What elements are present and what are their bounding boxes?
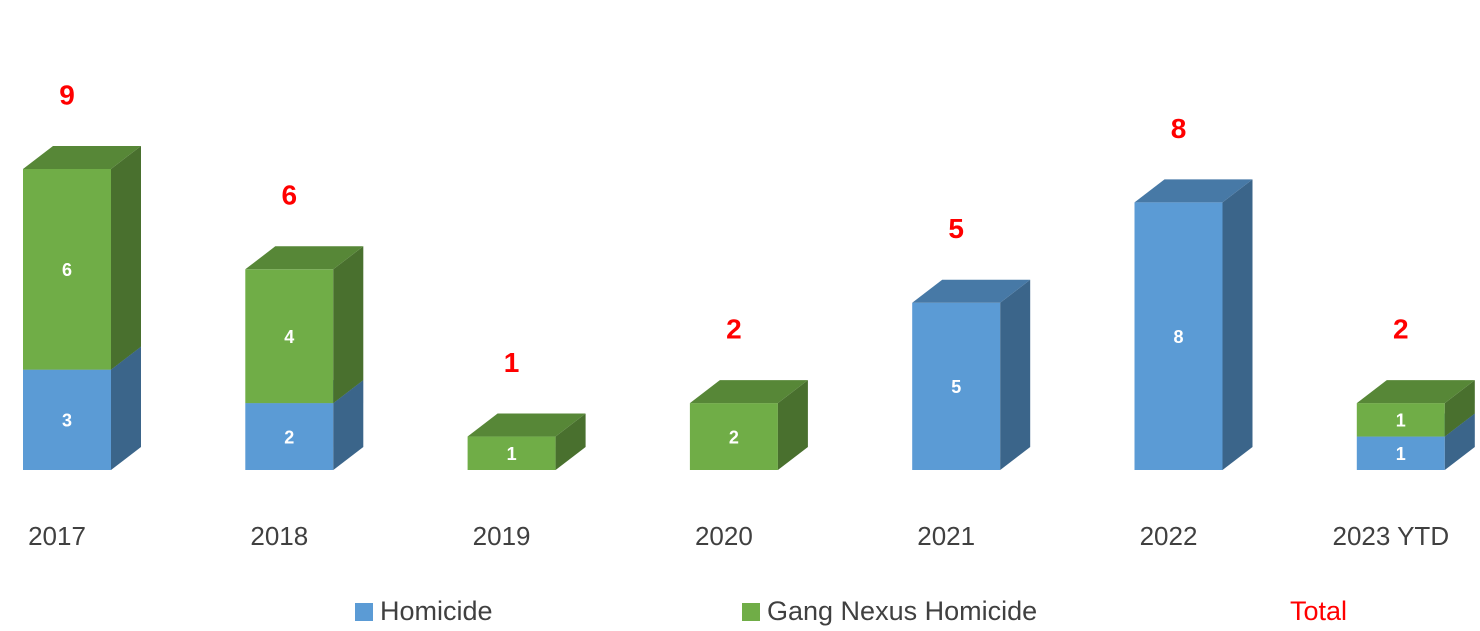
bar-side	[1444, 413, 1475, 470]
data-label: 2	[284, 427, 294, 447]
x-tick-label: 2022	[1140, 521, 1198, 551]
x-tick-label: 2019	[473, 521, 531, 551]
bar-front	[23, 168, 111, 370]
x-tick-label: 2020	[695, 521, 753, 551]
bar-top	[1134, 179, 1253, 203]
total-label: 9	[59, 79, 75, 110]
legend-label: Gang Nexus Homicide	[767, 596, 1037, 626]
data-label: 1	[1396, 411, 1406, 431]
bar-side	[777, 380, 808, 470]
bar-front	[912, 302, 1001, 470]
data-label: 4	[284, 327, 294, 347]
bar-top	[689, 380, 808, 404]
data-label: 6	[62, 260, 72, 280]
legend-swatch	[742, 603, 760, 621]
x-tick-label: 2018	[250, 521, 308, 551]
bar-side	[1222, 179, 1253, 470]
bar-top	[245, 246, 364, 270]
total-label: 8	[1171, 113, 1187, 144]
data-label: 1	[507, 444, 517, 464]
bar-side	[111, 346, 141, 470]
data-label: 8	[1173, 327, 1183, 347]
bar-top	[23, 145, 141, 169]
x-tick-label: 2017	[28, 521, 86, 551]
data-label: 3	[62, 411, 72, 431]
bar-side	[1000, 279, 1031, 470]
bar-side	[333, 246, 364, 404]
bar-front	[245, 269, 334, 404]
bar-front	[1356, 403, 1445, 437]
bar-front	[689, 403, 778, 470]
bar-front	[467, 436, 556, 470]
x-tick-label: 2023 YTD	[1333, 521, 1450, 551]
total-label: 2	[726, 313, 742, 344]
bar-front	[245, 403, 334, 470]
bar-top	[912, 279, 1031, 303]
total-label: 5	[948, 213, 964, 244]
total-label: 1	[504, 347, 520, 378]
bar-side	[111, 145, 141, 370]
legend-label: Total	[1290, 596, 1347, 626]
total-label: 6	[282, 180, 298, 211]
bar-front	[1134, 202, 1223, 470]
legend-swatch	[355, 603, 373, 621]
bar-top	[467, 413, 586, 437]
bar-side	[555, 413, 586, 470]
bar-front	[23, 369, 111, 470]
bar-front	[1356, 436, 1445, 470]
data-label: 2	[729, 427, 739, 447]
total-label: 2	[1393, 313, 1409, 344]
data-label: 5	[951, 377, 961, 397]
bar-top	[1356, 380, 1475, 404]
legend-label: Homicide	[380, 596, 493, 626]
data-label: 1	[1396, 444, 1406, 464]
bar-side	[333, 380, 364, 470]
x-tick-label: 2021	[917, 521, 975, 551]
bar-side	[1444, 380, 1475, 437]
